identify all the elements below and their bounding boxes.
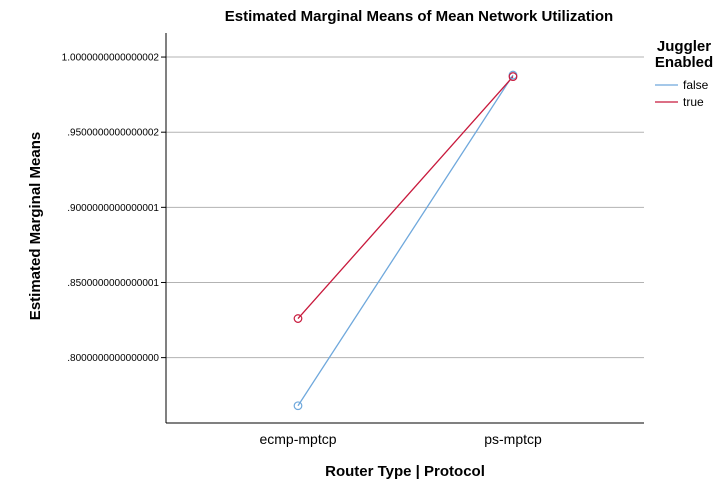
data-point-true-ecmp-mptcp xyxy=(293,314,303,323)
legend: Juggler Enabled false true xyxy=(655,38,713,109)
gridlines xyxy=(166,56,644,359)
axes: .8000000000000000 .8500000000000001 .90000… xyxy=(62,33,644,447)
series-lines xyxy=(297,74,514,407)
y-tick-label-4: 1.0000000000000002 xyxy=(62,53,160,64)
y-tick-label-3: .9500000000000002 xyxy=(67,128,159,139)
data-point-false-ecmp-mptcp xyxy=(293,401,303,411)
series-line-false xyxy=(297,74,514,407)
y-tick-label-1: .8500000000000001 xyxy=(67,278,159,289)
legend-entries: false true xyxy=(655,78,709,109)
x-axis-label: Router Type | Protocol xyxy=(325,463,485,480)
chart-title: Estimated Marginal Means of Mean Network… xyxy=(225,8,613,25)
y-tick-label-2: .9000000000000001 xyxy=(67,203,159,214)
y-tick-label-0: .8000000000000000 xyxy=(67,353,159,364)
legend-title-line-2: Enabled xyxy=(655,54,713,71)
legend-label-true: true xyxy=(683,95,704,109)
x-tick-label-ecmp-mptcp: ecmp-mptcp xyxy=(259,431,336,447)
legend-label-false: false xyxy=(683,78,709,92)
legend-title-line-1: Juggler xyxy=(657,38,711,55)
data-point-true-ps-mptcp xyxy=(508,72,518,81)
y-axis-label: Estimated Marginal Means xyxy=(27,132,44,320)
series-points xyxy=(293,70,518,411)
x-tick-label-ps-mptcp: ps-mptcp xyxy=(484,431,542,447)
series-line-true xyxy=(297,76,514,319)
